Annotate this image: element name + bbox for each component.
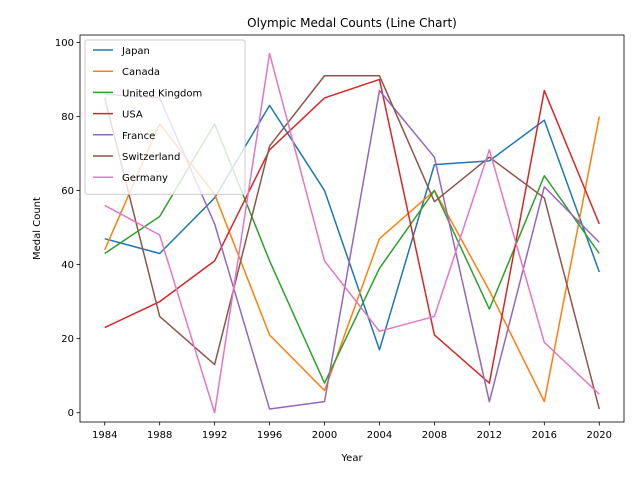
y-tick-label: 40	[61, 260, 74, 271]
x-tick-label: 2020	[587, 430, 612, 441]
series-line-japan	[104, 104, 600, 351]
legend-box	[84, 39, 246, 195]
series-line-switzerland	[104, 74, 600, 410]
legend-label: Canada	[122, 67, 160, 78]
legend-label: USA	[122, 110, 143, 121]
x-tick-label: 2016	[532, 430, 557, 441]
x-tick-label: 2012	[477, 430, 502, 441]
legend-label: France	[122, 131, 155, 142]
x-tick-label: 2000	[312, 430, 337, 441]
x-tick-label: 1984	[92, 430, 117, 441]
x-tick-label: 2008	[422, 430, 447, 441]
x-axis-label: Year	[340, 453, 363, 464]
x-tick-label: 2004	[367, 430, 392, 441]
x-tick-label: 1996	[257, 430, 282, 441]
legend-label: United Kingdom	[122, 88, 202, 99]
y-tick-label: 20	[61, 334, 74, 345]
chart-title: Olympic Medal Counts (Line Chart)	[247, 16, 457, 30]
x-tick-label: 1988	[147, 430, 172, 441]
series-line-germany	[104, 52, 600, 414]
plot-frame	[79, 34, 625, 423]
legend-label: Germany	[122, 173, 168, 184]
y-axis-label: Medal Count	[32, 197, 43, 260]
series-line-usa	[104, 78, 600, 384]
x-tick-label: 1992	[202, 430, 227, 441]
legend-label: Japan	[121, 46, 150, 57]
y-tick-label: 60	[61, 186, 74, 197]
y-tick-label: 100	[55, 38, 74, 49]
x-axis: 1984 1988 1992 1996 2000 2004 2008 2012 2016 2020	[92, 422, 612, 441]
y-tick-label: 80	[61, 112, 74, 123]
y-axis: 0 20 40 60 80 100	[55, 38, 80, 419]
y-tick-label: 0	[68, 408, 74, 419]
legend: Japan Canada United Kingdom USA France Switze…	[84, 39, 246, 195]
legend-label: Switzerland	[122, 152, 180, 163]
